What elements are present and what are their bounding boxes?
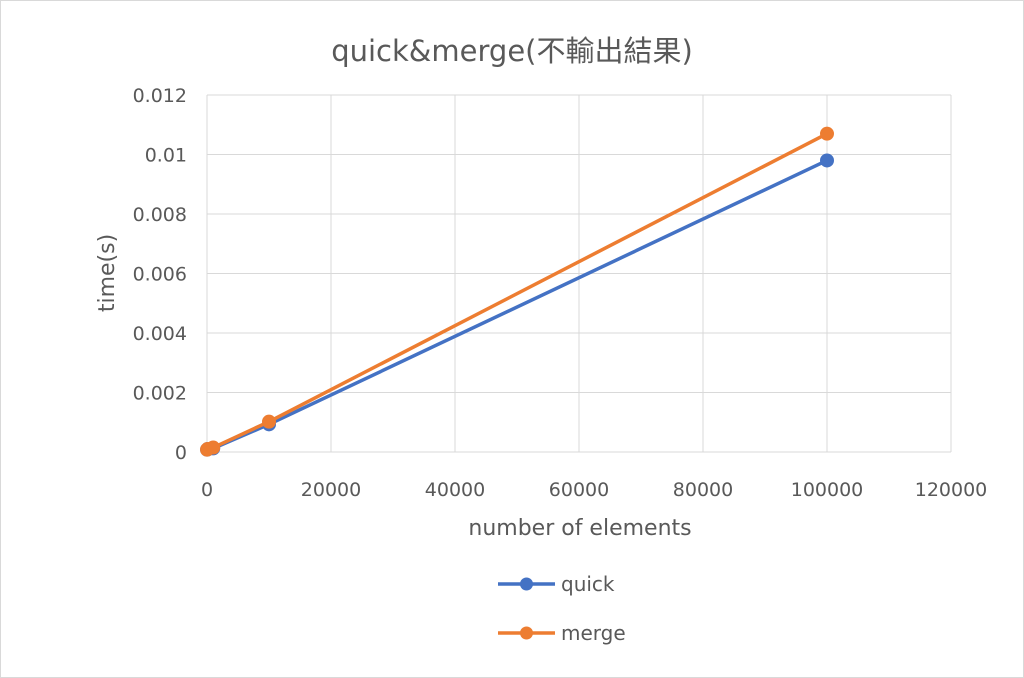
series-merge <box>200 126 834 457</box>
data-point-merge <box>206 440 221 455</box>
y-tick-label: 0 <box>175 442 187 464</box>
series-layer <box>200 126 834 457</box>
x-tick-label: 0 <box>201 479 213 501</box>
data-point-merge <box>262 414 276 429</box>
y-tick-label: 0.012 <box>133 85 187 107</box>
x-tick-label: 120000 <box>915 479 988 501</box>
x-tick-label: 20000 <box>301 479 361 501</box>
y-tick-label: 0.006 <box>133 264 187 286</box>
y-axis-ticks: 0 0.002 0.004 0.006 0.008 0.01 0.012 <box>133 85 187 464</box>
legend-label: quick <box>561 572 615 596</box>
gridlines <box>206 94 952 453</box>
x-tick-label: 60000 <box>549 479 609 501</box>
y-tick-label: 0.01 <box>145 145 187 167</box>
y-tick-label: 0.002 <box>133 383 187 405</box>
legend-item-merge: merge <box>498 621 626 645</box>
legend-swatch-marker <box>520 577 533 591</box>
y-tick-label: 0.004 <box>133 323 187 345</box>
x-tick-label: 40000 <box>425 479 485 501</box>
legend-swatch-marker <box>520 626 533 640</box>
data-point-merge <box>820 126 834 141</box>
x-tick-label: 80000 <box>673 479 733 501</box>
x-tick-label: 100000 <box>791 479 864 501</box>
x-axis-ticks: 0 20000 40000 60000 80000 100000 120000 <box>201 479 987 501</box>
y-tick-label: 0.008 <box>133 204 187 226</box>
legend-label: merge <box>561 621 626 645</box>
y-axis-label: time(s) <box>95 234 120 312</box>
legend: quick merge <box>498 572 626 645</box>
legend-item-quick: quick <box>498 572 615 596</box>
chart-title: quick&merge(不輸出結果) <box>331 34 693 68</box>
data-point-quick <box>820 153 834 168</box>
series-quick <box>200 153 834 457</box>
series-line-merge <box>205 132 828 451</box>
x-axis-label: number of elements <box>468 516 691 541</box>
